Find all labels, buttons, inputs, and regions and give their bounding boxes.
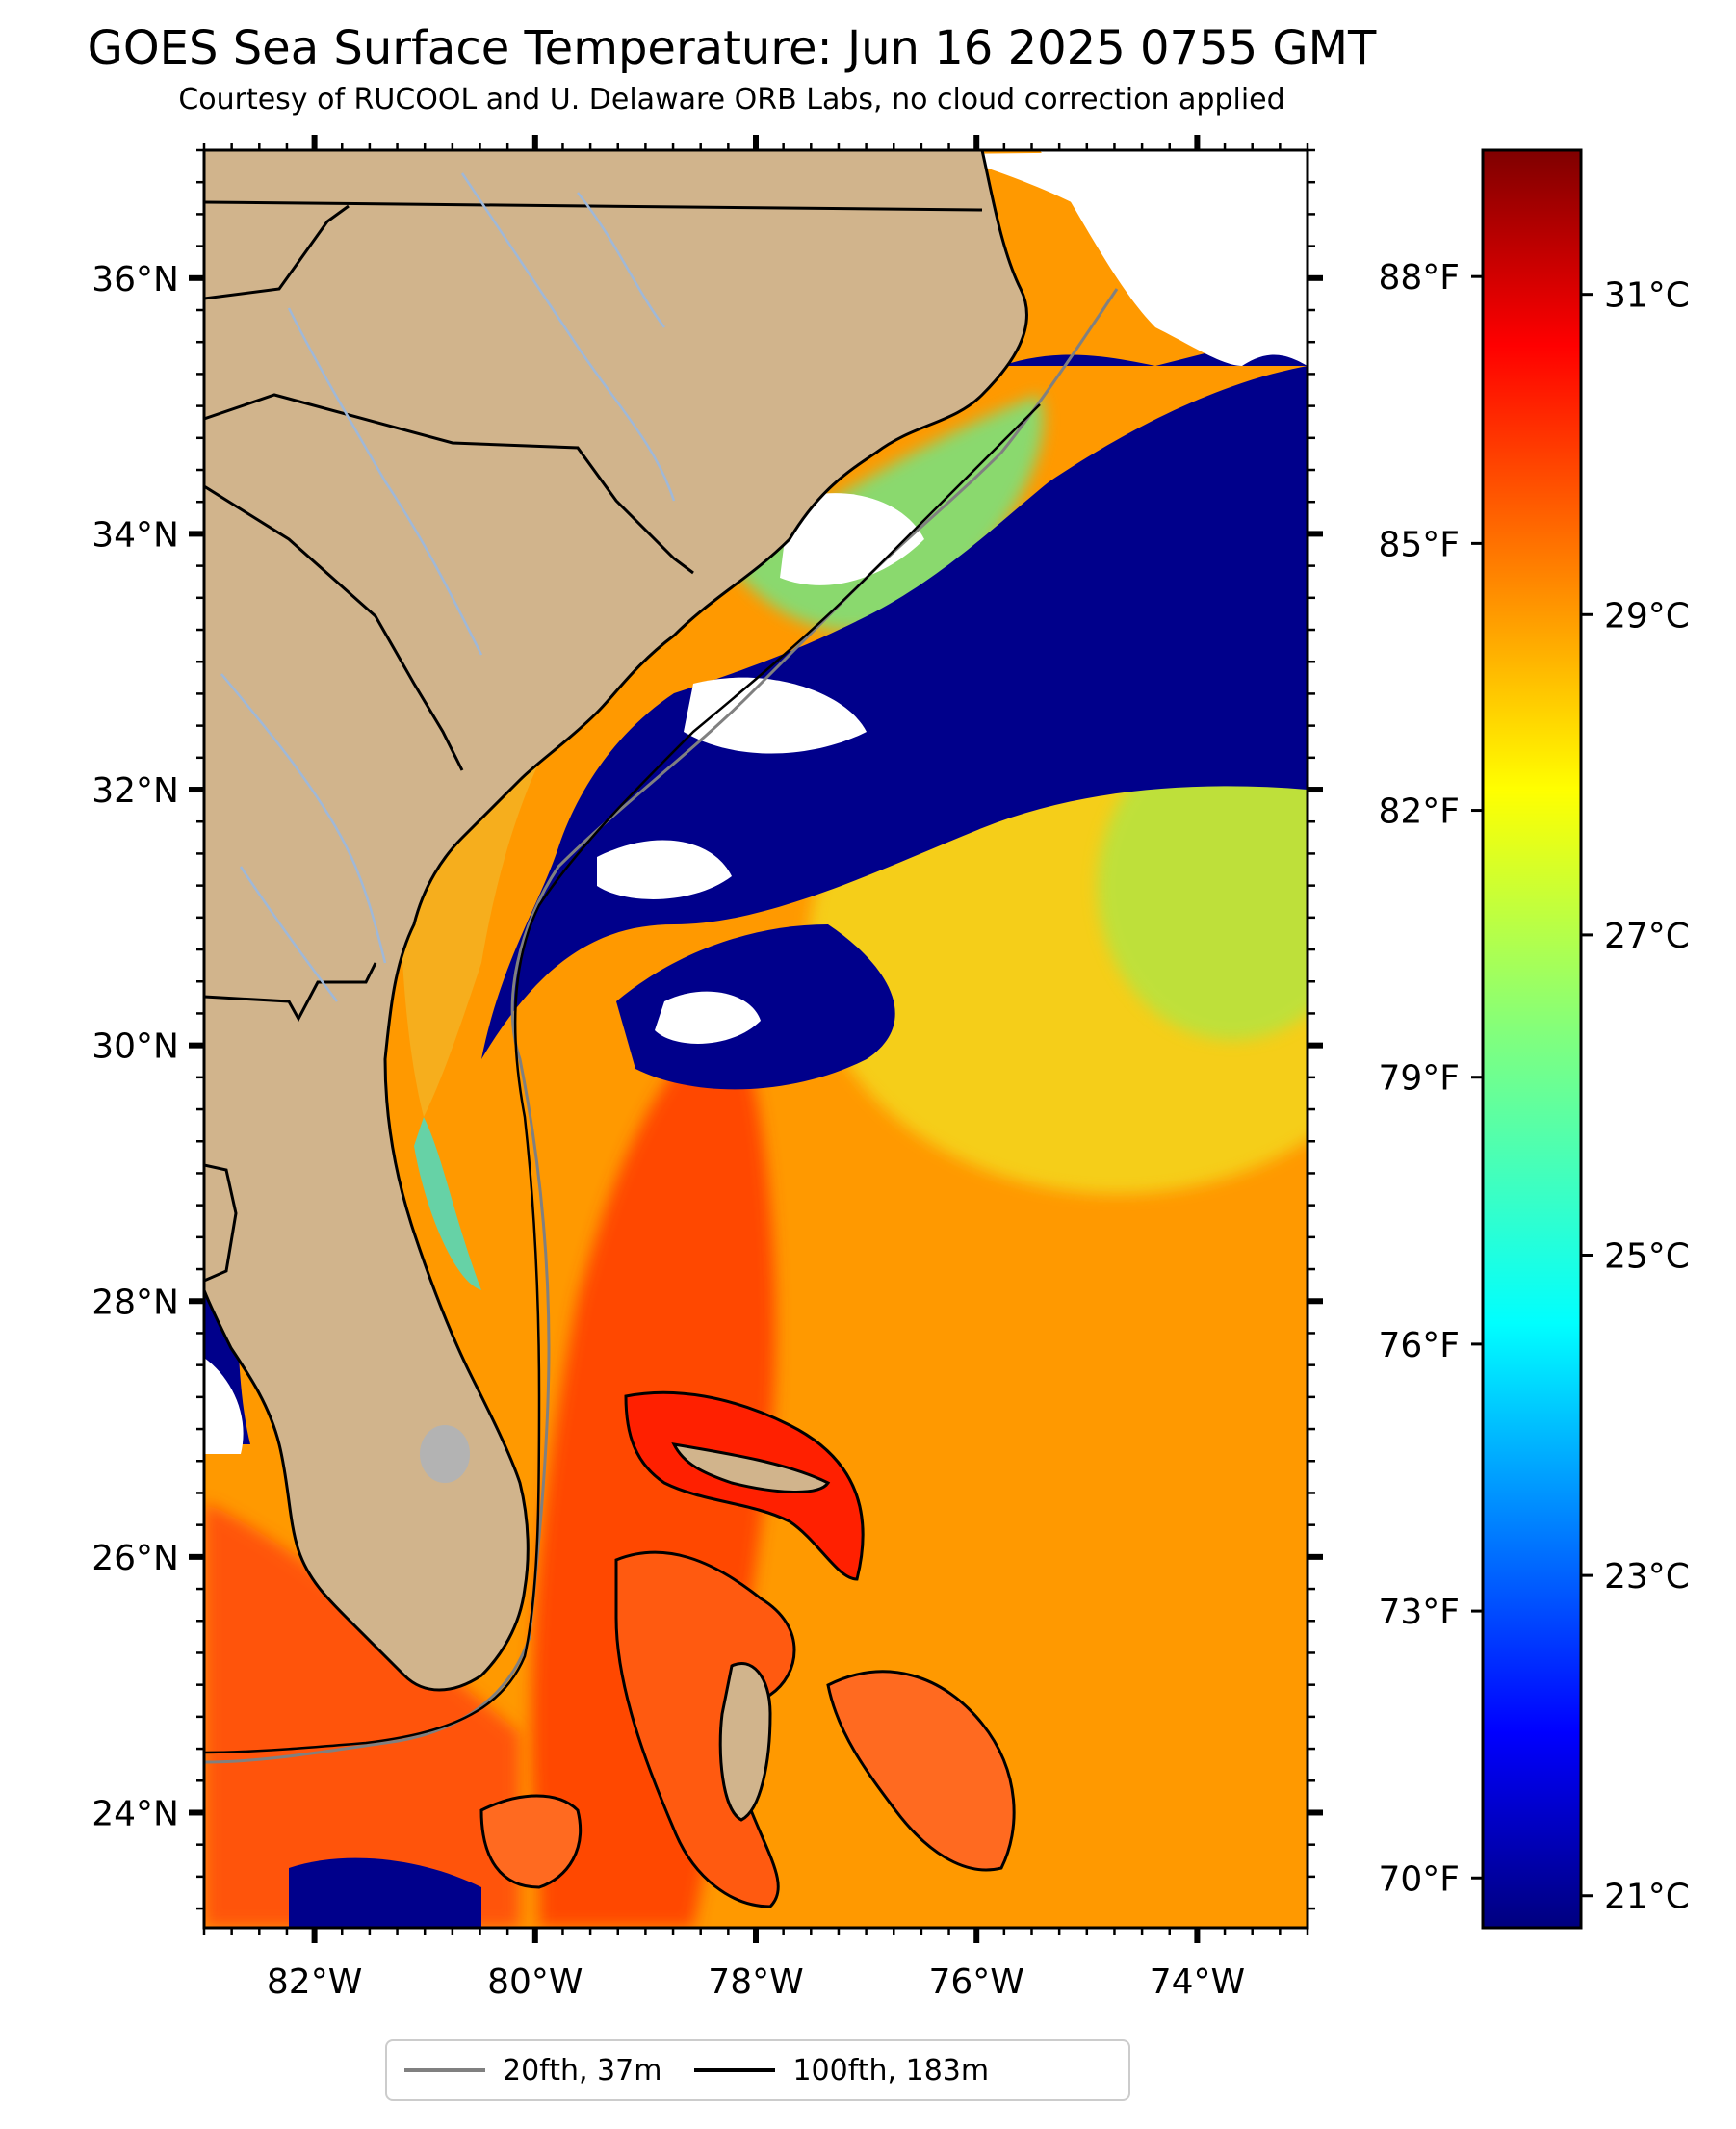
colorbar xyxy=(1481,148,1583,1930)
chart-subtitle: Courtesy of RUCOOL and U. Delaware ORB L… xyxy=(178,83,1285,117)
lon-tick-label: 80°W xyxy=(487,1962,583,2002)
celsius-tick-label: 23°C xyxy=(1604,1557,1690,1597)
cloud-patch xyxy=(655,991,761,1044)
lon-tick-label: 82°W xyxy=(267,1962,362,2002)
lat-tick-label: 34°N xyxy=(91,515,179,555)
cloud-patch xyxy=(684,677,867,754)
celsius-tick-label: 27°C xyxy=(1604,917,1690,956)
fahrenheit-tick-label: 82°F xyxy=(1378,792,1460,832)
contour-legend: 20fth, 37m 100fth, 183m xyxy=(385,2039,1130,2101)
celsius-tick-label: 25°C xyxy=(1604,1237,1690,1277)
cold-water-zone-south xyxy=(616,924,895,1090)
fahrenheit-tick-label: 76°F xyxy=(1378,1326,1460,1365)
legend-label-100fth: 100fth, 183m xyxy=(792,2053,990,2088)
fahrenheit-tick-label: 88°F xyxy=(1378,258,1460,298)
lon-tick-label: 74°W xyxy=(1150,1962,1245,2002)
cloud-patch xyxy=(780,493,924,585)
lon-tick-label: 78°W xyxy=(708,1962,803,2002)
cloud-patch xyxy=(204,1358,244,1454)
celsius-tick-label: 31°C xyxy=(1604,276,1690,316)
grand-bahama-island xyxy=(671,1442,831,1493)
cloud-mask-cape xyxy=(944,150,1308,299)
map-area xyxy=(204,150,1308,1928)
celsius-tick-label: 21°C xyxy=(1604,1878,1690,1917)
fahrenheit-tick-label: 85°F xyxy=(1378,525,1460,564)
legend-line-20fth xyxy=(404,2068,485,2072)
legend-line-100fth xyxy=(694,2068,776,2072)
colorbar-axes: 21°C 23°C 25°C 27°C 29°C 31°C 70°F 73°F 76°F 79°F… xyxy=(1378,258,1689,1917)
legend-label-20fth: 20fth, 37m xyxy=(503,2053,662,2088)
lat-tick-label: 36°N xyxy=(91,260,179,299)
contour-20fth-line xyxy=(204,288,1119,1764)
celsius-tick-label: 29°C xyxy=(1604,596,1690,636)
lat-tick-label: 28°N xyxy=(91,1283,179,1322)
nearshore-cool-water xyxy=(414,1117,481,1290)
lat-tick-label: 32°N xyxy=(91,771,179,811)
florida-panhandle-coast xyxy=(204,1163,238,1283)
lat-tick-label: 30°N xyxy=(91,1027,179,1067)
legend-entry-20fth: 20fth, 37m xyxy=(404,2054,661,2088)
lon-tick-label: 76°W xyxy=(928,1962,1023,2002)
florida-straits-warm xyxy=(204,1502,520,1928)
exuma-bank xyxy=(826,1670,1016,1872)
lat-tick-label: 24°N xyxy=(91,1794,179,1833)
fahrenheit-tick-label: 73°F xyxy=(1378,1593,1460,1632)
lake-okeechobee xyxy=(420,1425,470,1483)
lat-tick-label: 26°N xyxy=(91,1539,179,1578)
cay-sal-bank xyxy=(479,1794,583,1889)
cloud-patch xyxy=(597,840,732,899)
contour-100fth-line xyxy=(204,403,1041,1754)
us-mainland xyxy=(204,150,1028,1692)
rivers xyxy=(220,172,676,1002)
andros-island xyxy=(718,1662,772,1822)
fahrenheit-tick-label: 79°F xyxy=(1378,1059,1460,1099)
legend-entry-100fth: 100fth, 183m xyxy=(694,2054,989,2088)
chart-title: GOES Sea Surface Temperature: Jun 16 202… xyxy=(87,21,1377,75)
cuba-cold-water xyxy=(289,1857,481,1928)
map-axes: 82°W 80°W 78°W 76°W 74°W 24°N 26°N 28°N 30°N 32°N… xyxy=(91,135,1323,2002)
fahrenheit-tick-label: 70°F xyxy=(1378,1859,1460,1899)
sst-green-zone xyxy=(1098,732,1308,1040)
state-borders xyxy=(204,200,983,1023)
